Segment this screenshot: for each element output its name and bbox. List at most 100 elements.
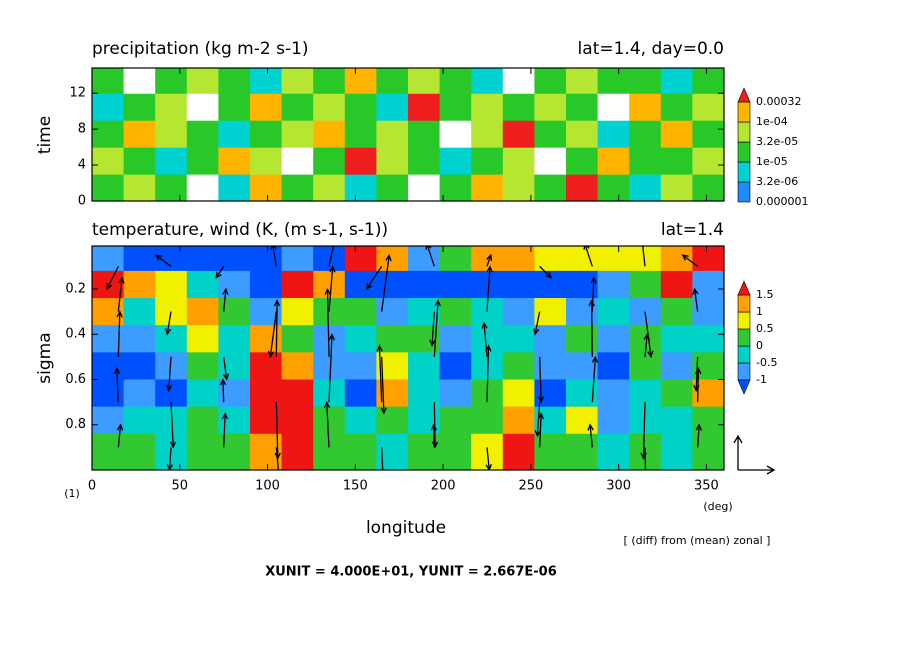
field-cell xyxy=(92,147,125,175)
wind-vector xyxy=(588,299,595,357)
wind-vector xyxy=(644,311,654,359)
field-cell xyxy=(660,147,693,175)
field-cell xyxy=(439,379,472,408)
wind-vector xyxy=(222,287,229,312)
field-cell xyxy=(281,379,314,408)
field-cell xyxy=(534,406,567,435)
field-cell xyxy=(471,406,504,435)
field-cell xyxy=(92,379,125,408)
field-cell xyxy=(376,433,409,470)
field xyxy=(92,68,724,201)
field-cell xyxy=(629,246,662,272)
field-cell xyxy=(92,120,125,148)
field-cell xyxy=(281,325,314,353)
wind-vector xyxy=(537,356,545,404)
field-cell xyxy=(534,120,567,148)
field-cell xyxy=(597,325,630,353)
colorbar-label: 3.2e-06 xyxy=(756,175,798,188)
field-cell xyxy=(344,120,377,148)
field-cell xyxy=(376,174,409,201)
x-tick-label: 150 xyxy=(343,479,368,494)
wind-vector xyxy=(430,423,437,448)
field-cell xyxy=(281,147,314,175)
field-cell xyxy=(534,433,567,470)
field-cell xyxy=(155,174,188,201)
field-cell xyxy=(186,270,219,299)
wind-vector xyxy=(273,299,281,357)
field-cell xyxy=(250,246,283,272)
field-cell xyxy=(376,68,409,94)
field-cell xyxy=(218,68,251,94)
y-tick-label: 0.6 xyxy=(65,372,86,387)
y-tick-label: 0 xyxy=(78,194,86,209)
wind-vector xyxy=(116,423,124,448)
field-cell xyxy=(123,68,156,94)
field-cell xyxy=(155,120,188,148)
field-cell xyxy=(218,120,251,148)
field-cell xyxy=(250,352,283,381)
field-cell xyxy=(566,325,599,353)
field-cell xyxy=(218,270,251,299)
field-cell xyxy=(502,298,535,326)
field-cell xyxy=(597,406,630,435)
x-tick-label: 50 xyxy=(172,479,189,494)
field-cell xyxy=(281,93,314,121)
field-cell xyxy=(597,298,630,326)
wind-vector xyxy=(106,266,119,291)
field-cell xyxy=(566,120,599,148)
field-cell xyxy=(186,120,219,148)
field-cell xyxy=(692,147,724,175)
wind-vector xyxy=(267,311,277,359)
wind-vector xyxy=(681,254,699,267)
field-cell xyxy=(313,147,346,175)
colorbar-segment xyxy=(737,141,751,163)
field-cell xyxy=(534,147,567,175)
y-tick-label: 12 xyxy=(69,86,86,101)
x-tick-label: 0 xyxy=(88,479,96,494)
colorbar-segment xyxy=(737,161,751,183)
field-cell xyxy=(566,93,599,121)
field-cell xyxy=(281,120,314,148)
wind-vector xyxy=(695,366,702,403)
subtitle: lat=1.4 xyxy=(661,220,724,240)
field-cell xyxy=(502,433,535,470)
field-cell xyxy=(186,379,219,408)
field-cell xyxy=(281,174,314,201)
field-cell xyxy=(597,246,630,272)
field-cell xyxy=(376,120,409,148)
field-cell xyxy=(439,174,472,201)
field-cell xyxy=(692,120,724,148)
field-cell xyxy=(534,68,567,94)
wind-vector xyxy=(591,355,599,403)
x-label: longitude xyxy=(366,518,446,538)
field-cell xyxy=(660,406,693,435)
field-cell xyxy=(281,270,314,299)
field-cell xyxy=(313,174,346,201)
field-cell xyxy=(250,379,283,408)
plot-frame xyxy=(91,67,725,202)
field-cell xyxy=(534,352,567,381)
colorbar-label: 0 xyxy=(756,339,763,352)
field-cell xyxy=(502,352,535,381)
field-cell xyxy=(313,270,346,299)
field-cell xyxy=(471,93,504,121)
field-cell xyxy=(660,93,693,121)
wind-vector xyxy=(376,344,383,403)
x-unit: (deg) xyxy=(703,500,732,513)
field-cell xyxy=(471,174,504,201)
field-cell xyxy=(566,406,599,435)
field-cell xyxy=(629,352,662,381)
wind-vector xyxy=(381,253,392,312)
colorbar-segment xyxy=(737,101,751,123)
field-cell xyxy=(344,406,377,435)
colorbar-extend xyxy=(737,87,751,103)
field-cell xyxy=(186,68,219,94)
frame-number: (1) xyxy=(64,487,80,500)
colorbar-segment xyxy=(737,121,751,143)
colorbar-label: 1.5 xyxy=(756,288,774,301)
field-cell xyxy=(186,352,219,381)
colorbar-segment xyxy=(737,294,751,313)
field-cell xyxy=(629,147,662,175)
field-cell xyxy=(123,433,156,470)
wind-vector xyxy=(425,246,435,267)
